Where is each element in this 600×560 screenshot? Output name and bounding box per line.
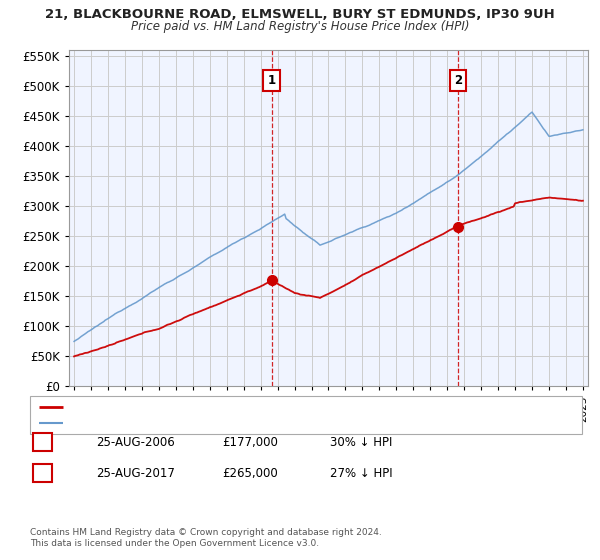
Text: 2: 2 <box>454 74 463 87</box>
Text: 25-AUG-2006: 25-AUG-2006 <box>96 436 175 449</box>
Text: 1: 1 <box>268 74 276 87</box>
Text: 2: 2 <box>38 466 47 480</box>
Text: £265,000: £265,000 <box>222 466 278 480</box>
Text: 30% ↓ HPI: 30% ↓ HPI <box>330 436 392 449</box>
Text: 27% ↓ HPI: 27% ↓ HPI <box>330 466 392 480</box>
Text: 21, BLACKBOURNE ROAD, ELMSWELL, BURY ST EDMUNDS, IP30 9UH (detached house): 21, BLACKBOURNE ROAD, ELMSWELL, BURY ST … <box>70 402 502 412</box>
Text: 21, BLACKBOURNE ROAD, ELMSWELL, BURY ST EDMUNDS, IP30 9UH: 21, BLACKBOURNE ROAD, ELMSWELL, BURY ST … <box>45 8 555 21</box>
Text: Price paid vs. HM Land Registry's House Price Index (HPI): Price paid vs. HM Land Registry's House … <box>131 20 469 32</box>
Text: Contains HM Land Registry data © Crown copyright and database right 2024.
This d: Contains HM Land Registry data © Crown c… <box>30 528 382 548</box>
Text: 25-AUG-2017: 25-AUG-2017 <box>96 466 175 480</box>
Text: £177,000: £177,000 <box>222 436 278 449</box>
Text: HPI: Average price, detached house, Mid Suffolk: HPI: Average price, detached house, Mid … <box>70 418 310 428</box>
Text: 1: 1 <box>38 436 47 449</box>
